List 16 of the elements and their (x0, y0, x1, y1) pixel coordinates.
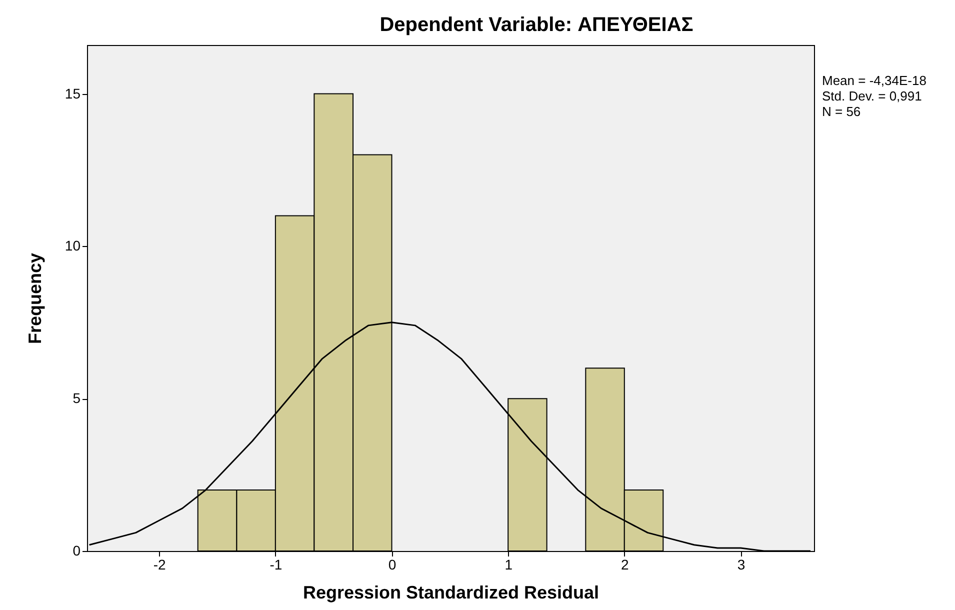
y-tick-label: 5 (72, 390, 81, 406)
text: Std. Dev. = 0,991 (822, 88, 922, 104)
y-axis-title: Frequency (24, 252, 45, 344)
chart-title: Dependent Variable: ΑΠΕΥΘΕΙΑΣ (380, 14, 694, 36)
y-tick-label: 10 (64, 238, 81, 254)
x-tick-label: -1 (270, 556, 282, 572)
text: Mean = -4,34E-18 (822, 73, 926, 88)
y-tick-label: 0 (72, 542, 81, 558)
text: N = 56 (822, 104, 861, 119)
x-tick-label: -2 (153, 556, 166, 572)
x-tick-label: 2 (621, 556, 629, 572)
x-axis-title: Regression Standardized Residual (302, 582, 600, 602)
x-tick-label: 1 (504, 556, 513, 572)
x-tick-label: 3 (737, 556, 746, 572)
y-tick-label: 15 (64, 85, 81, 102)
x-tick-label: 0 (388, 556, 396, 572)
